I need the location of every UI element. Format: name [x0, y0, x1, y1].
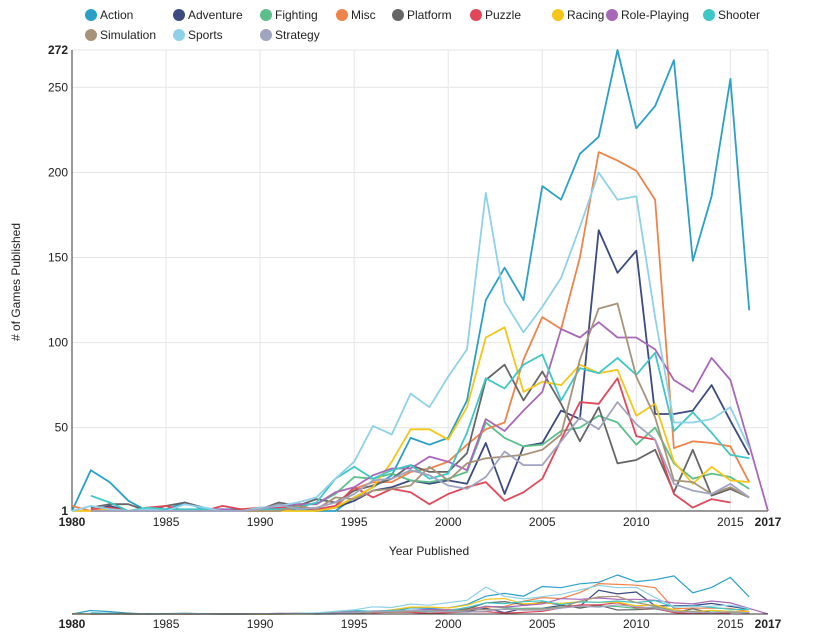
- brush-overview[interactable]: 1980 1985 1990 1995 2000 2005 2010 2015 2017: [59, 574, 782, 631]
- legend-swatch: [260, 9, 272, 21]
- legend-swatch: [336, 9, 348, 21]
- x-axis: 1980 1985 1990 1995 2000 2005 2010 2015 2017: [59, 510, 782, 529]
- legend-label: Action: [100, 8, 133, 22]
- series-line-misc[interactable]: [71, 151, 750, 512]
- y-tick-label: 150: [48, 251, 68, 265]
- legend-label: Shooter: [718, 8, 760, 22]
- legend-label: Role-Playing: [621, 8, 689, 22]
- legend-label: Fighting: [275, 8, 318, 22]
- y-tick-label: 250: [48, 80, 68, 94]
- y-tick-label: 50: [55, 421, 69, 435]
- overview-x-tick-label: 1980: [59, 617, 86, 631]
- legend-label: Racing: [567, 8, 604, 22]
- overview-x-tick-label: 2017: [755, 617, 782, 631]
- overview-x-tick-label: 2005: [529, 617, 556, 631]
- y-tick-label: 200: [48, 165, 68, 179]
- legend-swatch: [173, 29, 185, 41]
- x-tick-label: 2017: [755, 515, 782, 529]
- legend-item-sports[interactable]: Sports: [173, 28, 223, 42]
- legend-swatch: [85, 29, 97, 41]
- series-lines: [71, 49, 769, 512]
- overview-x-tick-label: 1990: [247, 617, 274, 631]
- y-tick-label: 272: [48, 43, 68, 57]
- overview-x-tick-label: 2010: [623, 617, 650, 631]
- legend-swatch: [703, 9, 715, 21]
- legend-item-racing[interactable]: Racing: [552, 8, 604, 22]
- legend-item-fighting[interactable]: Fighting: [260, 8, 318, 22]
- legend-label: Strategy: [275, 28, 320, 42]
- legend-swatch: [606, 9, 618, 21]
- y-tick-label: 100: [48, 336, 68, 350]
- legend-swatch: [85, 9, 97, 21]
- legend-item-strategy[interactable]: Strategy: [260, 28, 320, 42]
- legend-item-misc[interactable]: Misc: [336, 8, 376, 22]
- x-tick-label: 2015: [717, 515, 744, 529]
- x-tick-label: 2000: [435, 515, 462, 529]
- legend-item-simulation[interactable]: Simulation: [85, 28, 156, 42]
- series-line-puzzle[interactable]: [90, 377, 731, 512]
- series-line-strategy[interactable]: [90, 401, 750, 512]
- legend-swatch: [552, 9, 564, 21]
- legend-label: Adventure: [188, 8, 243, 22]
- y-axis-title: # of Games Published: [9, 223, 23, 341]
- legend-label: Platform: [407, 8, 452, 22]
- overview-x-tick-label: 1995: [341, 617, 368, 631]
- overview-x-tick-label: 2000: [435, 617, 462, 631]
- x-tick-label: 1990: [247, 515, 274, 529]
- legend-label: Simulation: [100, 28, 156, 42]
- series-line-sports[interactable]: [71, 171, 751, 512]
- legend-item-puzzle[interactable]: Puzzle: [470, 8, 521, 22]
- legend-item-platform[interactable]: Platform: [392, 8, 452, 22]
- legend-swatch: [392, 9, 404, 21]
- legend-item-action[interactable]: Action: [85, 8, 133, 22]
- overview-x-axis: 1980 1985 1990 1995 2000 2005 2010 2015 2017: [59, 613, 782, 631]
- legend-label: Puzzle: [485, 8, 521, 22]
- legend-swatch: [173, 9, 185, 21]
- x-tick-label: 1995: [341, 515, 368, 529]
- legend-label: Misc: [351, 8, 376, 22]
- overview-x-tick-label: 1985: [153, 617, 180, 631]
- legend-item-adventure[interactable]: Adventure: [173, 8, 243, 22]
- series-line-action[interactable]: [71, 49, 751, 512]
- x-tick-label: 2005: [529, 515, 556, 529]
- x-tick-label: 1980: [59, 515, 86, 529]
- legend-item-role-playing[interactable]: Role-Playing: [606, 8, 689, 22]
- x-axis-title: Year Published: [389, 544, 469, 558]
- x-tick-label: 2010: [623, 515, 650, 529]
- x-tick-label: 1985: [153, 515, 180, 529]
- legend: Action Adventure Fighting Misc Platform Puzzl…: [85, 8, 760, 42]
- legend-swatch: [470, 9, 482, 21]
- y-tick-label: 1: [61, 504, 68, 518]
- legend-swatch: [260, 29, 272, 41]
- overview-x-tick-label: 2015: [717, 617, 744, 631]
- series-line-simulation[interactable]: [90, 302, 750, 512]
- legend-label: Sports: [188, 28, 223, 42]
- overview-lines: [71, 574, 769, 615]
- legend-item-shooter[interactable]: Shooter: [703, 8, 760, 22]
